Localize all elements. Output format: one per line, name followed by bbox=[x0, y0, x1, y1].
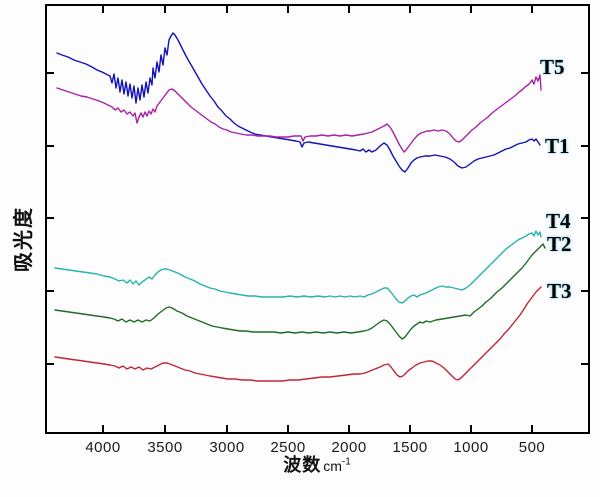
x-tick-label: 2500 bbox=[270, 439, 305, 456]
series-label-T1: T1 bbox=[545, 134, 570, 158]
curve-T4 bbox=[54, 230, 542, 304]
series-label-T3: T3 bbox=[547, 279, 572, 303]
x-axis-unit: cm bbox=[323, 458, 342, 474]
curve-T3 bbox=[54, 286, 542, 382]
curve-T2 bbox=[54, 243, 546, 340]
x-axis-unit-exponent: -1 bbox=[341, 456, 351, 468]
curve-T1 bbox=[56, 32, 541, 173]
x-axis-label-text: 波数 bbox=[283, 455, 322, 475]
series-label-T4: T4 bbox=[546, 209, 571, 233]
x-tick-label: 1500 bbox=[392, 439, 427, 456]
x-tick-label: 4000 bbox=[85, 439, 120, 456]
x-tick-label: 3000 bbox=[209, 439, 244, 456]
x-tick-label: 1000 bbox=[453, 439, 488, 456]
series-label-T5: T5 bbox=[540, 55, 565, 79]
curve-T5 bbox=[56, 74, 542, 153]
x-tick-label: 3500 bbox=[147, 439, 182, 456]
x-axis-label: 波数 cm-1 bbox=[247, 451, 387, 477]
y-axis-label: 吸光度 bbox=[13, 206, 35, 272]
x-tick-label: 500 bbox=[519, 439, 546, 456]
series-label-T2: T2 bbox=[547, 232, 572, 256]
x-tick-label: 2000 bbox=[331, 439, 366, 456]
